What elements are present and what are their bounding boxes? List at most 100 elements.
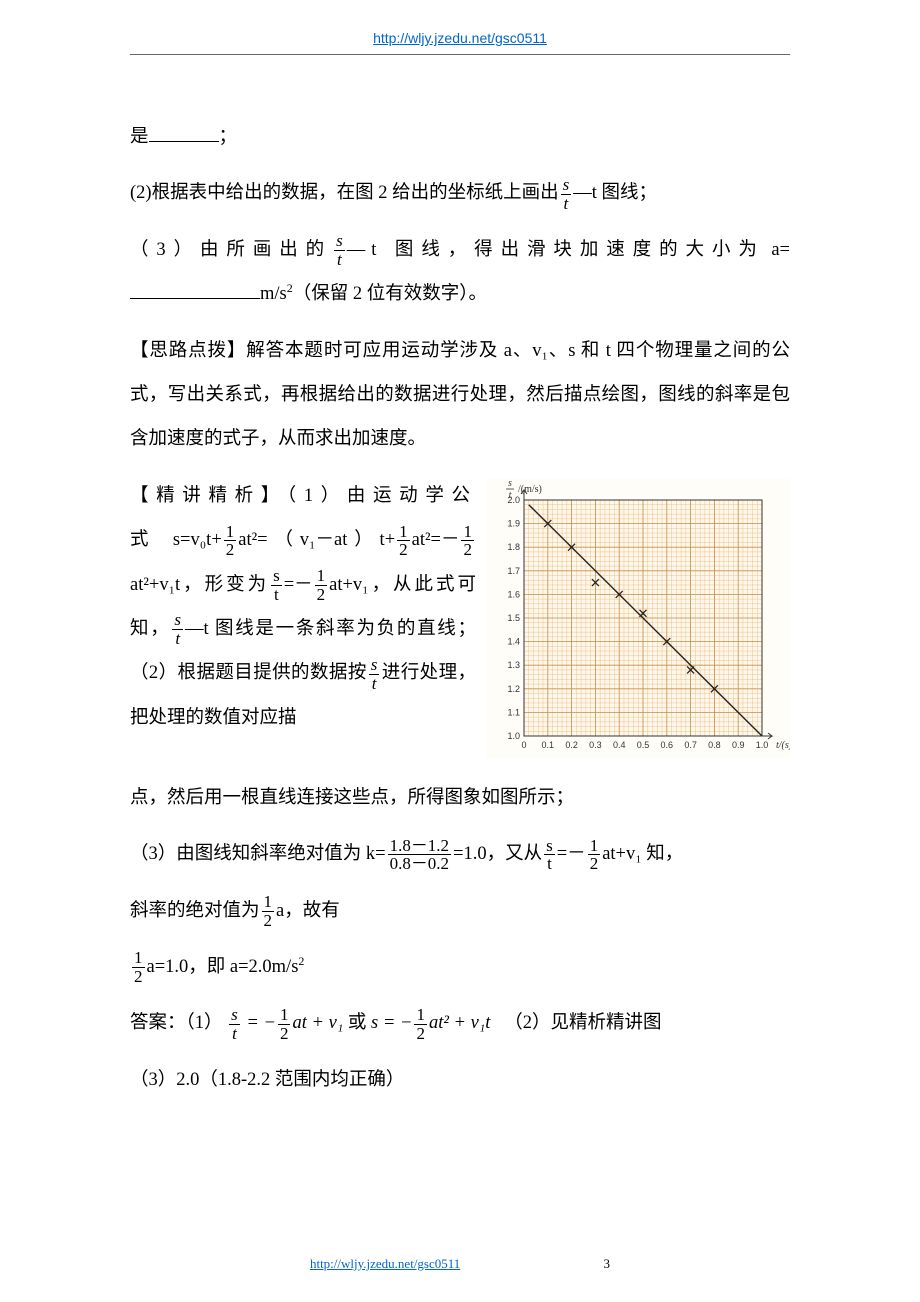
blank-field	[130, 281, 260, 300]
para-8: （3）由图线知斜率绝对值为 k=1.8－1.20.8－0.2=1.0，又从st=…	[130, 832, 790, 876]
fraction: 12	[278, 1006, 291, 1043]
text: —t 图线；	[573, 183, 657, 203]
text: at + v₁	[292, 1013, 343, 1033]
svg-text:0: 0	[521, 740, 526, 750]
frac-den: t	[334, 251, 345, 269]
frac-den: 0.8－0.2	[388, 855, 452, 873]
fraction: st	[369, 656, 380, 693]
text: =－	[557, 844, 586, 864]
frac-den: 2	[262, 912, 275, 930]
frac-num: s	[334, 232, 345, 251]
frac-num: 1	[224, 523, 237, 542]
frac-den: 2	[315, 586, 328, 604]
frac-num: s	[271, 567, 282, 586]
svg-text:1.5: 1.5	[507, 613, 520, 623]
fraction: st	[229, 1006, 240, 1043]
frac-den: 2	[278, 1025, 291, 1043]
text: ；	[219, 127, 238, 147]
frac-num: s	[172, 611, 183, 630]
frac-den: t	[271, 586, 282, 604]
text: 斜率的绝对值为	[130, 901, 260, 921]
text: s = −	[371, 1013, 412, 1033]
svg-text:1.8: 1.8	[507, 542, 520, 552]
fraction: st	[544, 837, 555, 874]
svg-text:0.1: 0.1	[542, 740, 555, 750]
para-hint: 【思路点拨】解答本题时可应用运动学涉及 a、v₁、s 和 t 四个物理量之间的公…	[130, 329, 790, 462]
svg-text:/(m/s): /(m/s)	[518, 484, 542, 495]
svg-text:s: s	[508, 478, 512, 489]
svg-text:1.6: 1.6	[507, 589, 520, 599]
svg-text:0.3: 0.3	[589, 740, 602, 750]
frac-num: 1	[262, 893, 275, 912]
svg-text:1.3: 1.3	[507, 660, 520, 670]
fraction: 12	[397, 523, 410, 560]
frac-den: 2	[397, 541, 410, 559]
text: a=	[771, 240, 790, 260]
frac-num: 1	[461, 523, 474, 542]
frac-den: t	[544, 855, 555, 873]
frac-den: t	[369, 675, 380, 693]
frac-num: 1	[397, 523, 410, 542]
text: （3）由所画出的	[130, 240, 332, 260]
frac-den: 2	[588, 855, 601, 873]
frac-den: t	[229, 1025, 240, 1043]
superscript: 2	[298, 954, 304, 968]
frac-num: 1.8－1.2	[388, 837, 452, 856]
text: —t 图线，得出滑块加速度的大小为	[347, 240, 765, 260]
svg-text:1.7: 1.7	[507, 566, 520, 576]
blank-field	[149, 124, 219, 143]
fraction: 12	[588, 837, 601, 874]
svg-text:1.1: 1.1	[507, 707, 520, 717]
text: 是	[130, 127, 149, 147]
frac-num: 1	[414, 1006, 427, 1025]
text: (2)根据表中给出的数据，在图 2 给出的坐标纸上画出	[130, 183, 559, 203]
text: s=v₀t+	[173, 530, 222, 550]
text: a=1.0，即 a=2.0m/s	[147, 957, 299, 977]
frac-den: 2	[224, 541, 237, 559]
svg-text:1.4: 1.4	[507, 636, 520, 646]
text: （3）由图线知斜率绝对值为 k=	[130, 844, 386, 864]
para-answer-3: （3）2.0（1.8-2.2 范围内均正确）	[130, 1058, 790, 1102]
text: m/s	[260, 284, 287, 304]
frac-num: 1	[315, 567, 328, 586]
text: a，故有	[276, 901, 340, 921]
fraction: 12	[315, 567, 328, 604]
fraction: 12	[461, 523, 474, 560]
frac-num: s	[229, 1006, 240, 1025]
svg-text:1.9: 1.9	[507, 518, 520, 528]
text: at² + v₁t	[429, 1013, 490, 1033]
frac-num: s	[561, 176, 572, 195]
svg-text:t: t	[509, 490, 512, 501]
text: = −	[242, 1013, 276, 1033]
document-body: 是； (2)根据表中给出的数据，在图 2 给出的坐标纸上画出st—t 图线； （…	[130, 115, 790, 1102]
para-10: 12a=1.0，即 a=2.0m/s2	[130, 945, 790, 989]
text: （保留 2 位有效数字）。	[293, 284, 487, 304]
svg-text:1.2: 1.2	[507, 684, 520, 694]
fraction: 12	[132, 949, 145, 986]
footer: http://wljy.jzedu.net/gsc0511 3	[0, 1256, 920, 1272]
svg-text:1.0: 1.0	[507, 731, 520, 741]
text: at²=－	[412, 530, 460, 550]
svg-text:1.0: 1.0	[756, 740, 769, 750]
frac-num: s	[369, 656, 380, 675]
frac-den: 2	[461, 541, 474, 559]
svg-text:t/(s): t/(s)	[776, 740, 790, 751]
header-url: http://wljy.jzedu.net/gsc0511	[130, 30, 790, 46]
footer-url: http://wljy.jzedu.net/gsc0511	[310, 1256, 460, 1272]
para-analysis: 00.10.20.30.40.50.60.70.80.91.01.01.11.2…	[130, 474, 790, 764]
svg-text:0.9: 0.9	[732, 740, 745, 750]
para-9: 斜率的绝对值为12a，故有	[130, 889, 790, 933]
svg-text:0.7: 0.7	[684, 740, 697, 750]
fraction: 1.8－1.20.8－0.2	[388, 837, 452, 874]
fraction: st	[271, 567, 282, 604]
para-3: （3）由所画出的st—t 图线，得出滑块加速度的大小为 a=m/s2（保留 2 …	[130, 228, 790, 317]
frac-den: 2	[414, 1025, 427, 1043]
frac-den: 2	[132, 968, 145, 986]
text: at+v₁ 知，	[602, 844, 683, 864]
svg-text:0.8: 0.8	[708, 740, 721, 750]
fraction: 12	[224, 523, 237, 560]
header-rule	[130, 54, 790, 55]
text: 答案：（1）	[130, 1013, 223, 1033]
svg-text:0.4: 0.4	[613, 740, 626, 750]
fraction: st	[172, 611, 183, 648]
